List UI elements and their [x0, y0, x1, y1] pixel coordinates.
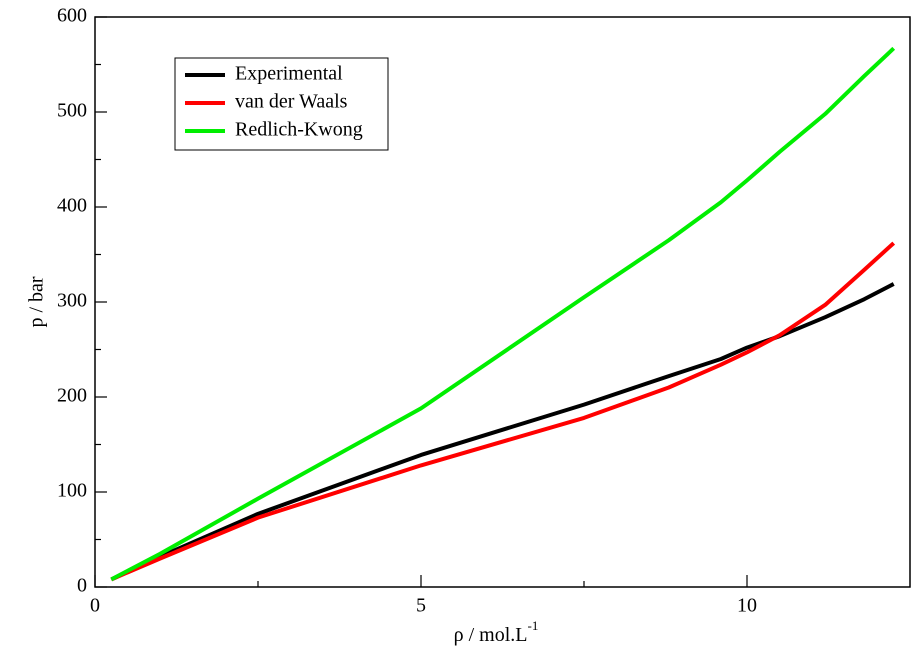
y-tick-label: 0 [77, 575, 87, 597]
x-label-sup: -1 [528, 618, 539, 633]
x-axis-label: ρ / mol.L-1 [454, 618, 539, 646]
y-tick-label: 400 [57, 195, 87, 217]
y-axis-label: p / bar [26, 276, 48, 327]
legend-label: van der Waals [235, 91, 348, 113]
legend-label: Experimental [235, 63, 343, 85]
y-tick-label: 500 [57, 100, 87, 122]
series-line [110, 241, 896, 582]
series-line [110, 282, 895, 582]
x-label-main: ρ / mol.L [454, 624, 528, 646]
series-line [110, 46, 896, 582]
x-tick-label: 10 [737, 595, 757, 617]
x-tick-label: 0 [90, 595, 100, 617]
x-tick-label: 5 [416, 595, 426, 617]
legend-label: Redlich-Kwong [235, 119, 363, 141]
y-tick-label: 200 [57, 385, 87, 407]
y-tick-label: 300 [57, 290, 87, 312]
y-tick-label: 100 [57, 480, 87, 502]
y-tick-label: 600 [57, 5, 87, 27]
